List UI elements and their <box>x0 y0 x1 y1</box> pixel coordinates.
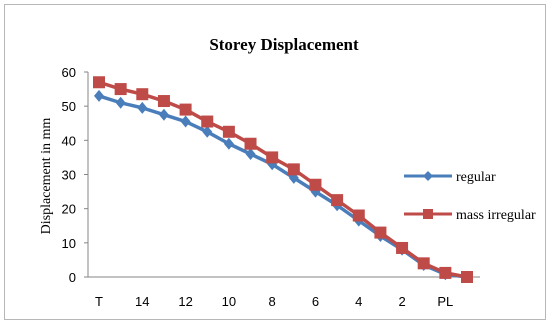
x-tick-label: T <box>95 294 103 309</box>
y-tick-label: 50 <box>62 99 76 114</box>
data-point-regular <box>137 101 148 114</box>
data-point-mass-irregular <box>309 178 322 191</box>
y-tick-label: 10 <box>62 236 76 251</box>
x-tick-label: 6 <box>312 294 319 309</box>
y-tick-label: 40 <box>62 133 76 148</box>
series-mass-irregular <box>93 76 473 283</box>
data-point-mass-irregular <box>201 115 214 128</box>
data-point-mass-irregular <box>417 257 430 270</box>
x-tick-label: 14 <box>135 294 149 309</box>
data-point-mass-irregular <box>461 271 473 283</box>
data-point-mass-irregular <box>114 83 127 96</box>
data-point-mass-irregular <box>222 125 235 138</box>
y-tick-label: 30 <box>62 168 76 183</box>
x-tick-label: 8 <box>269 294 276 309</box>
data-point-mass-irregular <box>157 95 170 108</box>
x-tick-label: 4 <box>355 294 362 309</box>
x-tick-label: 12 <box>178 294 192 309</box>
legend-marker-regular <box>423 171 433 181</box>
x-tick-label: PL <box>437 294 453 309</box>
legend-item-mass-irregular: mass irregular <box>404 208 536 223</box>
data-point-regular <box>245 148 256 160</box>
chart-title: Storey Displacement <box>209 35 359 54</box>
data-point-mass-irregular <box>439 266 452 279</box>
data-point-mass-irregular <box>93 76 105 89</box>
x-tick-label: 10 <box>222 294 236 309</box>
x-ticks: T 14 12 10 8 6 4 2 PL <box>95 294 453 309</box>
data-point-regular <box>202 125 213 138</box>
data-point-regular <box>180 115 191 128</box>
legend-label-mass-irregular: mass irregular <box>456 208 536 223</box>
series-line-regular <box>98 94 468 279</box>
data-point-regular <box>158 108 169 121</box>
data-point-regular <box>94 89 104 102</box>
y-tick-label: 0 <box>69 270 76 285</box>
data-point-mass-irregular <box>179 103 192 116</box>
data-point-mass-irregular <box>266 151 279 164</box>
y-tick-label: 60 <box>62 65 76 80</box>
data-point-mass-irregular <box>287 163 300 176</box>
legend: regular mass irregular <box>404 170 536 223</box>
series-layer <box>93 76 473 283</box>
y-ticks: 0 10 20 30 40 50 60 <box>62 65 88 285</box>
data-point-mass-irregular <box>331 194 344 207</box>
legend-label-regular: regular <box>456 170 496 185</box>
data-point-mass-irregular <box>396 241 409 254</box>
series-regular <box>94 89 472 283</box>
data-point-mass-irregular <box>244 137 257 150</box>
legend-item-regular: regular <box>404 170 496 185</box>
data-point-regular <box>115 96 126 109</box>
y-tick-label: 20 <box>62 202 76 217</box>
data-point-mass-irregular <box>136 88 149 101</box>
x-tick-label: 2 <box>398 294 405 309</box>
legend-marker-mass-irregular <box>423 209 433 219</box>
data-point-mass-irregular <box>374 226 387 239</box>
y-axis-label: Displacement in mm <box>39 118 54 235</box>
data-point-mass-irregular <box>352 209 365 222</box>
data-point-regular <box>223 137 234 150</box>
